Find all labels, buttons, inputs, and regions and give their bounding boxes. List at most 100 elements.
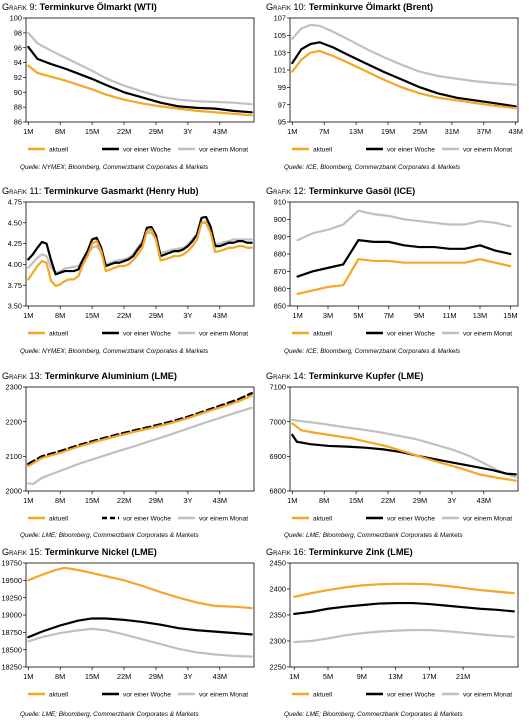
y-tick-label: 99	[278, 83, 286, 92]
legend-label: vor einem Monat	[199, 331, 248, 338]
legend-label: vor einem Monat	[463, 147, 512, 154]
chart-source: Quelle: ICE; Bloomberg, Commerzbank Corp…	[284, 348, 461, 355]
y-tick-label: 18500	[1, 645, 22, 654]
y-tick-label: 90	[14, 88, 22, 97]
series-line-woche	[296, 239, 512, 278]
x-tick-label: 43M	[213, 672, 227, 681]
chart-panel-g12: Grafik 12: Terminkurve Gasöl (ICE) 850 86…	[266, 186, 528, 358]
y-tick-label: 107	[274, 14, 286, 23]
y-tick-label: 4.75	[8, 198, 22, 207]
chart-panel-g16: Grafik 16: Terminkurve Zink (LME) 2250 23…	[266, 547, 528, 719]
chart-source: Quelle: LME; Bloomberg, Commerzbank Corp…	[284, 711, 463, 718]
legend-label: aktuell	[49, 147, 69, 154]
x-tick-label: 13M	[388, 672, 402, 681]
x-tick-label: 5M	[353, 311, 363, 320]
series-line-aktuell	[27, 221, 253, 288]
x-tick-label: 13M	[349, 127, 363, 136]
legend-label: vor einem Monat	[199, 516, 248, 523]
y-tick-label: 94	[14, 58, 22, 67]
x-tick-label: 29M	[149, 672, 163, 681]
series-line-monat	[293, 628, 515, 644]
x-tick-label: 15M	[85, 672, 99, 681]
y-tick-label: 19250	[1, 593, 22, 602]
y-tick-label: 2450	[270, 559, 286, 568]
y-tick-label: 4.25	[8, 239, 22, 248]
legend-label: aktuell	[313, 331, 333, 338]
x-tick-label: 3Y	[183, 672, 192, 681]
x-tick-label: 22M	[117, 127, 131, 136]
x-tick-label: 1M	[287, 127, 297, 136]
series-line-woche	[291, 433, 517, 476]
series-line-monat	[27, 406, 253, 486]
x-tick-label: 43M	[477, 496, 491, 505]
x-tick-label: 19M	[381, 127, 395, 136]
x-tick-label: 43M	[509, 127, 523, 136]
chart-source: Quelle: NYMEX; Bloomberg, Commerzbank Co…	[20, 164, 209, 171]
x-tick-label: 37M	[477, 127, 491, 136]
y-tick-label: 19000	[1, 611, 22, 620]
series-line-aktuell	[27, 64, 253, 117]
chart-title: Grafik 10: Terminkurve Ölmarkt (Brent)	[266, 2, 434, 12]
series-line-monat	[27, 627, 253, 658]
series-line-monat	[291, 23, 517, 86]
legend-label: vor einem Monat	[199, 692, 248, 699]
x-tick-label: 8M	[55, 496, 65, 505]
y-tick-label: 6800	[270, 487, 286, 496]
chart-panel-g14: Grafik 14: Terminkurve Kupfer (LME) 6800…	[266, 371, 528, 543]
chart-title: Grafik 13: Terminkurve Aluminium (LME)	[2, 371, 177, 381]
x-tick-label: 13M	[473, 311, 487, 320]
chart-g9: 86 88 90 92 94 96 98 100 1M 8M 15M 22M 29M 3Y 43M aktue…	[10, 14, 255, 154]
series-line-aktuell	[27, 566, 253, 610]
plot-frame	[289, 17, 519, 123]
x-tick-label: 29M	[149, 311, 163, 320]
chart-title: Grafik 11: Terminkurve Gasmarkt (Henry H…	[2, 186, 199, 196]
series-line-woche-dash	[27, 392, 253, 466]
legend-label: vor einer Woche	[123, 516, 171, 523]
y-tick-label: 100	[10, 14, 22, 23]
y-tick-label: 890	[274, 232, 286, 241]
x-tick-label: 15M	[85, 496, 99, 505]
series-line-aktuell	[291, 422, 517, 482]
y-tick-label: 3.75	[8, 281, 22, 290]
y-tick-label: 88	[14, 103, 22, 112]
y-tick-label: 92	[14, 73, 22, 82]
series-line-monat	[296, 209, 512, 242]
series-line-aktuell	[293, 582, 515, 598]
x-tick-label: 29M	[149, 127, 163, 136]
x-tick-label: 8M	[55, 127, 65, 136]
legend-label: aktuell	[313, 692, 333, 699]
legend-label: aktuell	[313, 147, 333, 154]
legend-label: vor einem Monat	[463, 516, 512, 523]
legend-label: vor einer Woche	[387, 692, 435, 699]
y-tick-label: 2400	[270, 585, 286, 594]
x-tick-label: 7M	[319, 127, 329, 136]
y-tick-label: 3.50	[8, 302, 22, 311]
y-tick-label: 860	[274, 284, 286, 293]
y-tick-label: 2000	[6, 487, 22, 496]
chart-panel-g9: Grafik 9: Terminkurve Ölmarkt (WTI) 86 88…	[2, 2, 264, 174]
y-tick-label: 7100	[270, 383, 286, 392]
legend-label: vor einem Monat	[463, 692, 512, 699]
chart-source: Quelle: LME; Bloomberg, Commerzbank Corp…	[20, 532, 199, 539]
x-tick-label: 22M	[381, 496, 395, 505]
legend-label: vor einer Woche	[387, 147, 435, 154]
x-tick-label: 1M	[23, 311, 33, 320]
chart-panel-g10: Grafik 10: Terminkurve Ölmarkt (Brent) 9…	[266, 2, 528, 174]
y-tick-label: 98	[14, 28, 22, 37]
series-line-monat	[291, 418, 517, 479]
chart-title: Grafik 12: Terminkurve Gasöl (ICE)	[266, 186, 416, 196]
chart-g15: 18250 18500 18750 19000 19250 19500 19750 1M 8M 1…	[1, 559, 255, 699]
series-line-monat	[27, 31, 253, 106]
chart-g13: 2000 2100 2200 2300 1M 8M 15M 22M 29M 3Y 43M aktuel…	[6, 383, 255, 523]
y-tick-label: 96	[14, 43, 22, 52]
plot-frame	[25, 17, 255, 123]
chart-title: Grafik 14: Terminkurve Kupfer (LME)	[266, 371, 424, 381]
y-tick-label: 2250	[270, 663, 286, 672]
y-tick-label: 18250	[1, 663, 22, 672]
y-tick-label: 900	[274, 215, 286, 224]
x-tick-label: 15M	[85, 311, 99, 320]
chart-source: Quelle: LME; Bloomberg, Commerzbank Corp…	[284, 532, 463, 539]
x-tick-label: 5M	[323, 672, 333, 681]
y-tick-label: 2100	[6, 452, 22, 461]
x-tick-label: 8M	[55, 672, 65, 681]
